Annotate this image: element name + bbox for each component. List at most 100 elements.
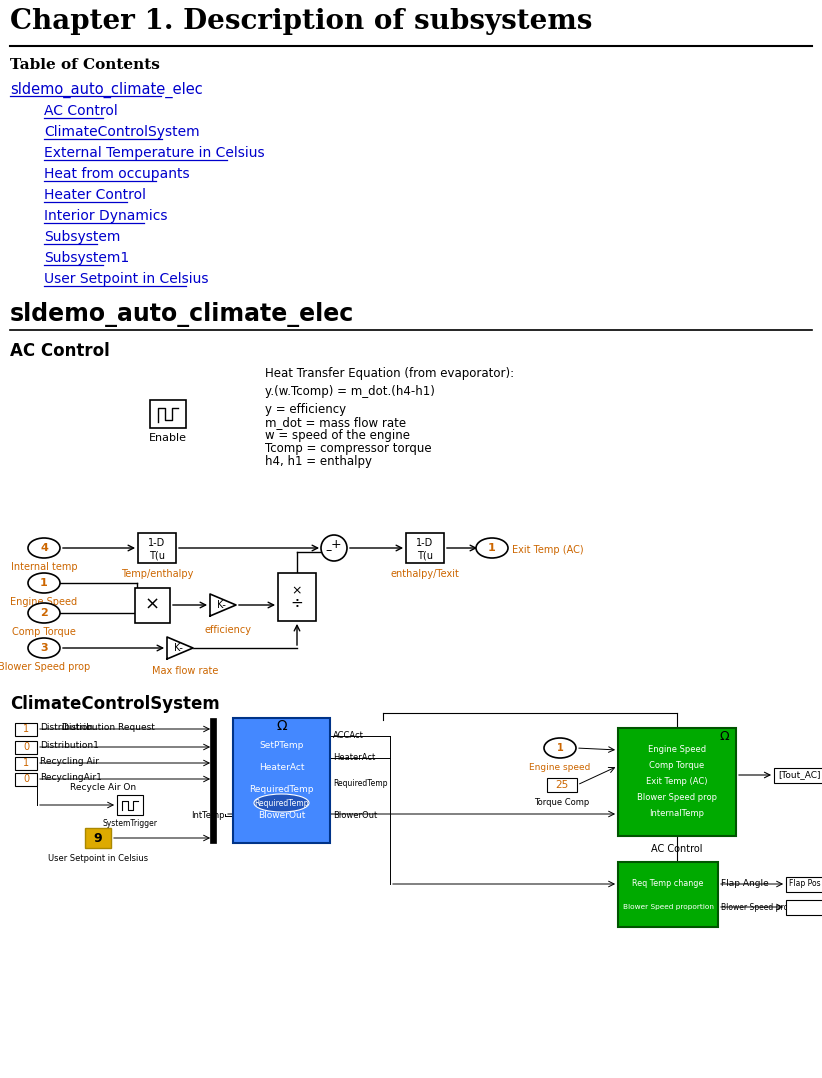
FancyBboxPatch shape (15, 773, 37, 786)
FancyBboxPatch shape (135, 588, 170, 623)
Text: 1: 1 (556, 743, 563, 754)
Text: ACCAct: ACCAct (333, 732, 364, 741)
Text: Blower Speed prop: Blower Speed prop (637, 793, 717, 802)
Text: K-: K- (216, 600, 225, 610)
FancyBboxPatch shape (15, 757, 37, 770)
Text: Distribution1: Distribution1 (40, 742, 99, 750)
Text: Table of Contents: Table of Contents (10, 58, 159, 72)
Text: –: – (326, 544, 332, 557)
Text: Engine Speed: Engine Speed (11, 597, 77, 607)
Text: Flap Pos: Flap Pos (789, 880, 821, 888)
Text: RequiredTemp: RequiredTemp (249, 786, 314, 794)
Text: ClimateControlSystem: ClimateControlSystem (44, 125, 200, 139)
FancyBboxPatch shape (278, 573, 316, 621)
FancyBboxPatch shape (547, 778, 577, 792)
Text: w = speed of the engine: w = speed of the engine (265, 429, 410, 442)
Text: Blower Speed proportion: Blower Speed proportion (622, 904, 713, 910)
Text: m_dot = mass flow rate: m_dot = mass flow rate (265, 416, 406, 429)
Text: Tcomp = compressor torque: Tcomp = compressor torque (265, 442, 432, 455)
Text: AC Control: AC Control (651, 844, 703, 854)
Text: T(u: T(u (149, 550, 165, 559)
FancyBboxPatch shape (85, 828, 111, 848)
Text: RecyclingAir1: RecyclingAir1 (40, 774, 102, 783)
Ellipse shape (28, 603, 60, 623)
Text: 9: 9 (94, 831, 102, 844)
FancyBboxPatch shape (786, 900, 822, 915)
Text: Distribution: Distribution (40, 723, 93, 732)
Text: HeaterAct: HeaterAct (333, 754, 376, 762)
Text: Temp/enthalpy: Temp/enthalpy (121, 569, 193, 579)
Text: Engine speed: Engine speed (529, 763, 591, 772)
Text: Exit Temp (AC): Exit Temp (AC) (512, 545, 584, 555)
Polygon shape (167, 637, 193, 659)
FancyBboxPatch shape (233, 718, 330, 843)
Text: 1-D: 1-D (149, 538, 165, 548)
FancyBboxPatch shape (15, 723, 37, 736)
Text: IntTemp: IntTemp (191, 812, 224, 820)
Text: ÷: ÷ (291, 595, 303, 610)
Text: BlowerOut: BlowerOut (258, 812, 305, 820)
Text: h4, h1 = enthalpy: h4, h1 = enthalpy (265, 455, 372, 468)
Polygon shape (210, 594, 236, 616)
Text: InternalTemp: InternalTemp (649, 810, 704, 818)
Text: T(u: T(u (417, 550, 433, 559)
Text: ×: × (145, 596, 159, 614)
Text: 3: 3 (40, 642, 48, 653)
Text: Ω: Ω (276, 719, 287, 733)
Text: Req Temp change: Req Temp change (632, 880, 704, 888)
Text: Interior Dynamics: Interior Dynamics (44, 209, 168, 223)
FancyBboxPatch shape (786, 877, 822, 892)
Text: HeaterAct: HeaterAct (259, 763, 304, 773)
Text: Engine Speed: Engine Speed (648, 746, 706, 755)
Text: Enable: Enable (149, 433, 187, 443)
Text: [Tout_AC]: [Tout_AC] (778, 771, 820, 779)
Ellipse shape (28, 538, 60, 558)
Text: sldemo_auto_climate_elec: sldemo_auto_climate_elec (10, 302, 354, 327)
Text: 1: 1 (23, 758, 29, 768)
FancyBboxPatch shape (210, 718, 216, 843)
FancyBboxPatch shape (618, 728, 736, 837)
Text: ×: × (292, 584, 302, 597)
Text: ClimateControlSystem: ClimateControlSystem (10, 695, 219, 713)
Text: 0: 0 (23, 774, 29, 784)
Text: Comp Torque: Comp Torque (12, 627, 76, 637)
Text: 1: 1 (488, 543, 496, 553)
Text: +: + (330, 538, 341, 551)
Text: Recycle Air On: Recycle Air On (70, 783, 136, 792)
Text: 1: 1 (40, 578, 48, 588)
FancyBboxPatch shape (117, 794, 143, 815)
Text: 2: 2 (40, 608, 48, 618)
Text: BlowerOut: BlowerOut (333, 812, 377, 820)
Text: Blower Speed prop: Blower Speed prop (0, 662, 90, 672)
Text: Torque Comp: Torque Comp (534, 798, 589, 807)
FancyBboxPatch shape (774, 768, 822, 783)
Text: 0: 0 (23, 742, 29, 752)
Text: Blower Speed proportion: Blower Speed proportion (721, 902, 816, 912)
Text: RequiredTemp: RequiredTemp (254, 799, 309, 807)
Text: Ω: Ω (719, 730, 729, 743)
Text: Heat Transfer Equation (from evaporator):: Heat Transfer Equation (from evaporator)… (265, 367, 514, 381)
Text: Chapter 1. Description of subsystems: Chapter 1. Description of subsystems (10, 8, 593, 34)
Text: Max flow rate: Max flow rate (152, 666, 218, 676)
Text: External Temperature in Celsius: External Temperature in Celsius (44, 146, 265, 160)
Ellipse shape (476, 538, 508, 558)
Text: sldemo_auto_climate_elec: sldemo_auto_climate_elec (10, 82, 203, 98)
Text: Exit Temp (AC): Exit Temp (AC) (646, 777, 708, 787)
Text: Subsystem: Subsystem (44, 230, 120, 244)
Text: efficiency: efficiency (205, 625, 252, 635)
Text: y.(w.Tcomp) = m_dot.(h4-h1): y.(w.Tcomp) = m_dot.(h4-h1) (265, 385, 435, 398)
Text: Heater Control: Heater Control (44, 188, 146, 202)
FancyBboxPatch shape (150, 400, 186, 428)
Text: RequiredTemp: RequiredTemp (333, 778, 387, 788)
Text: Internal temp: Internal temp (11, 562, 77, 572)
Text: Subsystem1: Subsystem1 (44, 251, 129, 265)
FancyBboxPatch shape (15, 741, 37, 754)
Ellipse shape (544, 738, 576, 758)
Text: AC Control: AC Control (44, 103, 118, 118)
Text: 1: 1 (23, 724, 29, 734)
FancyBboxPatch shape (618, 862, 718, 927)
Text: enthalpy/Texit: enthalpy/Texit (390, 569, 459, 579)
Text: Distribution Request: Distribution Request (62, 723, 155, 732)
Text: K-: K- (173, 642, 182, 653)
Ellipse shape (28, 638, 60, 658)
